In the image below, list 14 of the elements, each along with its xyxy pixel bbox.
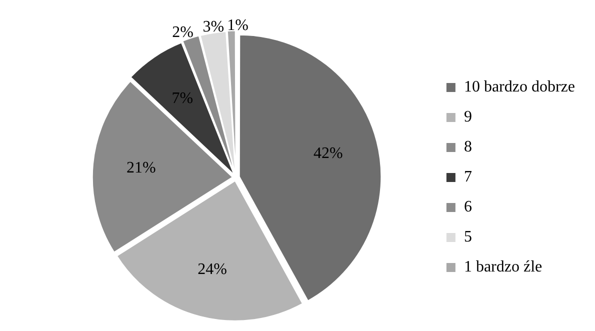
data-label: 1% [227,16,248,34]
legend-label: 7 [464,168,472,186]
data-label: 3% [202,18,224,36]
data-label: 24% [198,260,227,278]
data-label: 2% [172,24,194,41]
legend-label: 10 bardzo dobrze [464,78,575,96]
data-label: 42% [314,145,343,162]
data-label: 21% [126,160,156,177]
legend-label: 8 [464,138,472,156]
legend-label: 5 [464,228,472,246]
legend-label: 9 [464,108,472,126]
data-label: 7% [172,90,194,107]
legend-label: 1 bardzo źle [464,258,542,276]
legend-label: 6 [464,198,472,216]
